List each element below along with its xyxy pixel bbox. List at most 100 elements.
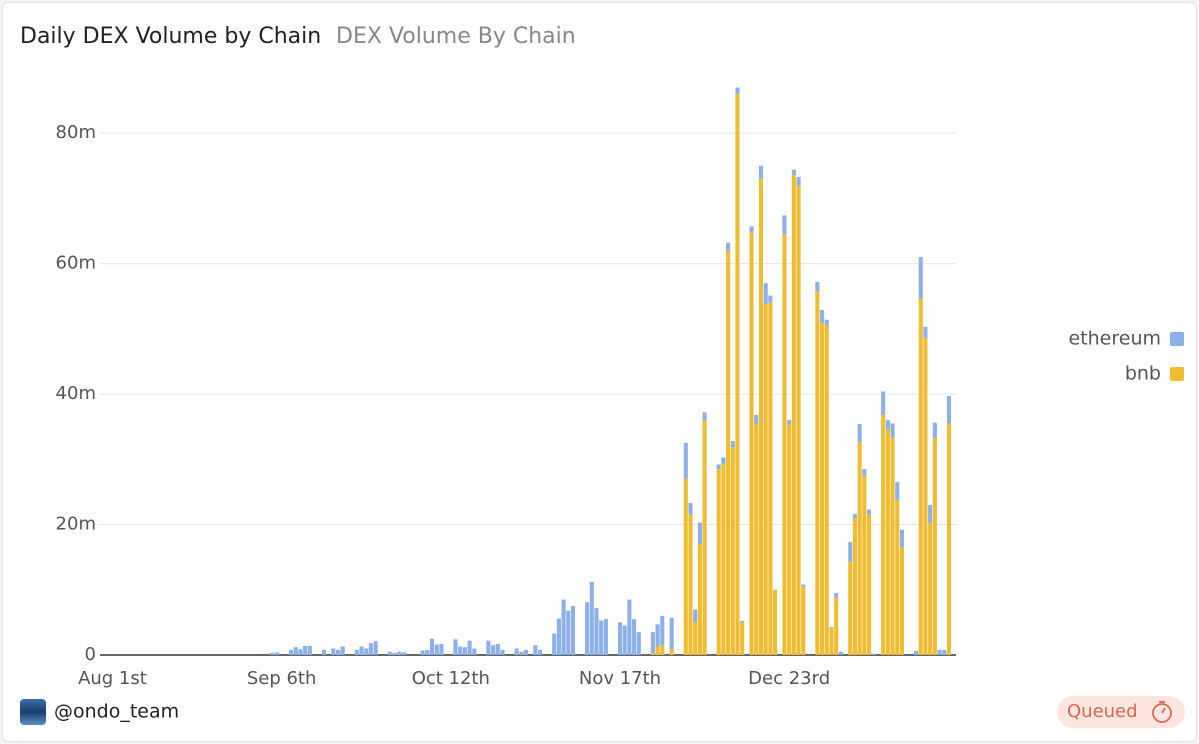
- bar-segment: [942, 649, 947, 655]
- bar-segment: [768, 295, 773, 303]
- bar-segment: [932, 422, 937, 438]
- bar-segment: [815, 281, 820, 292]
- bar-segment: [364, 648, 369, 655]
- bar-segment: [669, 617, 674, 650]
- bar-segment: [293, 647, 298, 655]
- bar-segment: [697, 522, 702, 545]
- bar-segment: [852, 518, 858, 655]
- author[interactable]: @ondo_team: [54, 701, 179, 723]
- bar-segment: [871, 653, 876, 655]
- bar-segment: [801, 586, 806, 655]
- bar-segment: [702, 412, 707, 421]
- bar-segment: [857, 424, 862, 442]
- bar-segment: [791, 169, 796, 175]
- bar-segment: [730, 441, 735, 448]
- bar-segment: [368, 643, 373, 655]
- bar-segment: [867, 509, 872, 515]
- y-tick-label: 60m: [56, 253, 96, 274]
- chart: Daily DEX Volume by Chain DEX Volume By …: [20, 24, 1185, 728]
- bar-segment: [754, 424, 759, 655]
- bar-segment: [885, 420, 890, 430]
- bar-segment: [923, 326, 928, 338]
- y-tick-label: 20m: [56, 514, 96, 535]
- bar-segment: [848, 561, 853, 655]
- bar-segment: [881, 414, 886, 655]
- bar-segment: [585, 602, 590, 655]
- bar-segment: [928, 504, 933, 524]
- bar-segment: [735, 87, 740, 95]
- bar-segment: [270, 653, 275, 655]
- bar-segment: [758, 178, 764, 655]
- bar-segment: [429, 638, 435, 655]
- bar-segment: [425, 649, 430, 655]
- bar-segment: [773, 589, 778, 655]
- bar-segment: [721, 457, 726, 464]
- bar-segment: [867, 514, 872, 655]
- bar-segment: [570, 606, 576, 655]
- bar-segment: [566, 610, 571, 655]
- bar-segment: [693, 609, 698, 623]
- bar-segment: [838, 651, 843, 655]
- bar-segment: [726, 250, 731, 655]
- x-tick-label: Oct 12th: [412, 668, 490, 689]
- bar-segment: [820, 309, 825, 323]
- bar-segment: [514, 648, 519, 655]
- bar-segment: [697, 544, 702, 655]
- bar-segment: [462, 647, 467, 655]
- bar-segment: [500, 649, 505, 655]
- bar-segment: [702, 420, 707, 655]
- clock-icon: [1152, 703, 1172, 723]
- bar-segment: [307, 645, 312, 655]
- bar-segment: [594, 608, 599, 655]
- chart-title: Daily DEX Volume by Chain: [20, 24, 321, 49]
- bar-segment: [650, 653, 655, 655]
- bar-segment: [768, 302, 773, 655]
- bar-segment: [359, 646, 364, 655]
- bar-segment: [787, 420, 792, 425]
- bar-segment: [354, 649, 359, 655]
- x-tick-label: Sep 6th: [247, 668, 317, 689]
- bar-segment: [824, 325, 829, 655]
- bar-segment: [820, 322, 825, 655]
- bar-segment: [589, 581, 594, 655]
- bar-segment: [636, 632, 641, 655]
- bar-segment: [387, 651, 392, 655]
- bar-segment: [857, 441, 862, 655]
- bar-segment: [829, 626, 834, 628]
- x-tick-label: Nov 17th: [579, 668, 661, 689]
- bar-segment: [340, 646, 345, 655]
- bar-segment: [650, 632, 655, 654]
- bar-segment: [881, 391, 886, 415]
- legend-label: ethereum: [1068, 328, 1161, 350]
- bar-segment: [420, 650, 425, 655]
- bar-segment: [519, 651, 524, 655]
- clock-hand: [1161, 707, 1166, 714]
- bar-segment: [669, 649, 674, 655]
- bar-segment: [321, 649, 326, 655]
- bar-segment: [801, 584, 806, 587]
- bar-segment: [495, 643, 500, 655]
- bar-segment: [740, 621, 745, 623]
- bar-segment: [932, 437, 937, 655]
- bar-segment: [552, 633, 557, 655]
- x-tick-label: Aug 1st: [78, 668, 147, 689]
- bar-segment: [796, 185, 801, 655]
- bar-segment: [815, 291, 820, 655]
- bar-segment: [787, 424, 792, 655]
- bar-segment: [946, 396, 952, 424]
- bar-segment: [829, 627, 834, 655]
- bar-segment: [848, 542, 853, 562]
- bar-segment: [749, 226, 754, 233]
- bar-segment: [288, 649, 294, 655]
- bar-segment: [895, 499, 900, 655]
- bar-segment: [946, 423, 952, 655]
- bar-segment: [852, 514, 858, 519]
- bar-segment: [782, 215, 787, 235]
- y-tick-label: 80m: [56, 122, 96, 143]
- bar-segment: [824, 319, 829, 326]
- bar-segment: [740, 622, 745, 655]
- bar-segment: [627, 599, 632, 655]
- bar-segment: [782, 234, 787, 655]
- avatar: [20, 699, 46, 725]
